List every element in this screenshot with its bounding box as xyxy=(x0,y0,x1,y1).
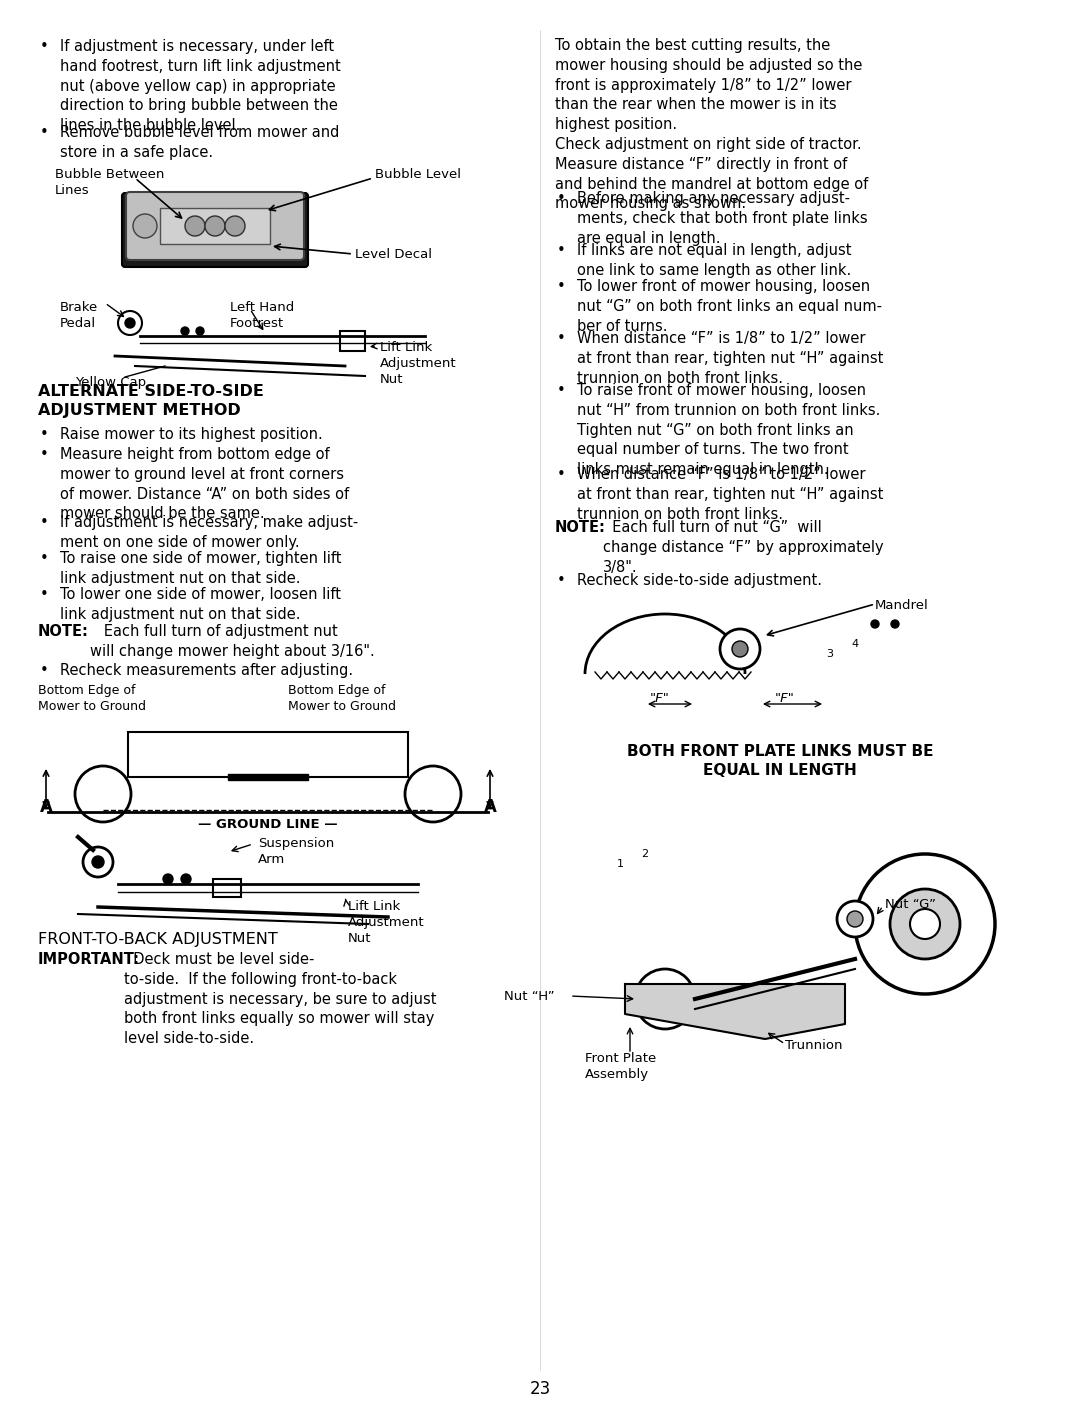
Circle shape xyxy=(163,873,173,885)
Text: •: • xyxy=(40,39,49,55)
Text: •: • xyxy=(40,551,49,566)
Circle shape xyxy=(732,641,748,658)
Text: If adjustment is necessary, under left
hand footrest, turn lift link adjustment
: If adjustment is necessary, under left h… xyxy=(60,39,341,133)
Text: Nut “H”: Nut “H” xyxy=(504,990,555,1002)
Circle shape xyxy=(185,216,205,236)
Text: Suspension
Arm: Suspension Arm xyxy=(258,837,334,866)
Text: When distance “F” is 1/8” to 1/2” lower
at front than rear, tighten nut “H” agai: When distance “F” is 1/8” to 1/2” lower … xyxy=(577,331,883,386)
Text: NOTE:: NOTE: xyxy=(555,520,606,536)
Circle shape xyxy=(891,620,899,628)
Circle shape xyxy=(855,854,995,994)
Circle shape xyxy=(890,889,960,959)
Text: •: • xyxy=(557,467,566,482)
Text: A: A xyxy=(40,798,53,816)
Bar xyxy=(213,879,241,897)
Circle shape xyxy=(837,901,873,937)
Circle shape xyxy=(635,969,696,1029)
Bar xyxy=(340,331,365,350)
Text: 23: 23 xyxy=(529,1380,551,1398)
Text: Recheck side-to-side adjustment.: Recheck side-to-side adjustment. xyxy=(577,573,822,587)
Text: Measure height from bottom edge of
mower to ground level at front corners
of mow: Measure height from bottom edge of mower… xyxy=(60,447,349,522)
Text: Yellow Cap: Yellow Cap xyxy=(75,376,146,388)
Circle shape xyxy=(195,327,204,335)
Text: Deck must be level side-
to-side.  If the following front-to-back
adjustment is : Deck must be level side- to-side. If the… xyxy=(124,952,436,1046)
Text: Bottom Edge of
Mower to Ground: Bottom Edge of Mower to Ground xyxy=(38,684,146,714)
Text: Front Plate
Assembly: Front Plate Assembly xyxy=(585,1052,657,1081)
Text: 3: 3 xyxy=(826,649,834,659)
Circle shape xyxy=(870,620,879,628)
Circle shape xyxy=(118,311,141,335)
Text: •: • xyxy=(557,573,566,587)
Text: "F": "F" xyxy=(775,693,795,705)
Text: 4: 4 xyxy=(851,639,859,649)
Text: Mandrel: Mandrel xyxy=(875,599,929,613)
Text: NOTE:: NOTE: xyxy=(38,624,89,639)
FancyBboxPatch shape xyxy=(126,192,303,259)
Text: To lower front of mower housing, loosen
nut “G” on both front links an equal num: To lower front of mower housing, loosen … xyxy=(577,279,882,334)
Text: Left Hand
Footrest: Left Hand Footrest xyxy=(230,301,294,329)
Text: 2: 2 xyxy=(642,850,649,859)
Circle shape xyxy=(133,215,157,238)
Text: ALTERNATE SIDE-TO-SIDE
ADJUSTMENT METHOD: ALTERNATE SIDE-TO-SIDE ADJUSTMENT METHOD xyxy=(38,384,264,418)
Text: •: • xyxy=(40,447,49,463)
Circle shape xyxy=(847,911,863,927)
Circle shape xyxy=(910,908,940,939)
Text: •: • xyxy=(557,191,566,206)
Text: IMPORTANT:: IMPORTANT: xyxy=(38,952,140,967)
Text: Lift Link
Adjustment
Nut: Lift Link Adjustment Nut xyxy=(380,341,457,386)
Text: Trunnion: Trunnion xyxy=(785,1039,842,1052)
Text: Each full turn of adjustment nut
will change mower height about 3/16".: Each full turn of adjustment nut will ch… xyxy=(90,624,375,659)
Text: Bottom Edge of
Mower to Ground: Bottom Edge of Mower to Ground xyxy=(288,684,396,714)
Text: When distance “F” is 1/8” to 1/2” lower
at front than rear, tighten nut “H” agai: When distance “F” is 1/8” to 1/2” lower … xyxy=(577,467,883,522)
Text: •: • xyxy=(40,663,49,679)
Circle shape xyxy=(205,216,225,236)
Circle shape xyxy=(92,857,104,868)
Text: Before making any necessary adjust-
ments, check that both front plate links
are: Before making any necessary adjust- ment… xyxy=(577,191,867,245)
Circle shape xyxy=(720,629,760,669)
Circle shape xyxy=(83,847,113,878)
Text: Each full turn of nut “G”  will
change distance “F” by approximately
3/8".: Each full turn of nut “G” will change di… xyxy=(603,520,883,575)
Text: — GROUND LINE —: — GROUND LINE — xyxy=(199,817,338,831)
Circle shape xyxy=(181,873,191,885)
Text: Raise mower to its highest position.: Raise mower to its highest position. xyxy=(60,428,323,442)
Circle shape xyxy=(225,216,245,236)
Text: Remove bubble level from mower and
store in a safe place.: Remove bubble level from mower and store… xyxy=(60,125,339,160)
Text: •: • xyxy=(40,125,49,140)
Bar xyxy=(228,774,308,780)
FancyBboxPatch shape xyxy=(122,193,308,266)
Text: To raise one side of mower, tighten lift
link adjustment nut on that side.: To raise one side of mower, tighten lift… xyxy=(60,551,341,586)
Circle shape xyxy=(405,765,461,822)
Text: "F": "F" xyxy=(650,693,670,705)
Text: BOTH FRONT PLATE LINKS MUST BE
EQUAL IN LENGTH: BOTH FRONT PLATE LINKS MUST BE EQUAL IN … xyxy=(626,744,933,778)
Text: If links are not equal in length, adjust
one link to same length as other link.: If links are not equal in length, adjust… xyxy=(577,243,851,278)
Text: •: • xyxy=(557,331,566,346)
Text: •: • xyxy=(557,279,566,294)
Text: To raise front of mower housing, loosen
nut “H” from trunnion on both front link: To raise front of mower housing, loosen … xyxy=(577,383,880,477)
Text: •: • xyxy=(40,515,49,530)
Text: •: • xyxy=(557,383,566,398)
Circle shape xyxy=(75,765,131,822)
Circle shape xyxy=(125,318,135,328)
Text: Bubble Level: Bubble Level xyxy=(375,168,461,181)
Bar xyxy=(129,732,408,777)
Text: 1: 1 xyxy=(617,859,623,869)
Text: Lift Link
Adjustment
Nut: Lift Link Adjustment Nut xyxy=(348,900,424,945)
Text: •: • xyxy=(40,428,49,442)
Bar xyxy=(160,207,270,244)
Polygon shape xyxy=(625,984,845,1039)
Text: To obtain the best cutting results, the
mower housing should be adjusted so the
: To obtain the best cutting results, the … xyxy=(555,38,868,212)
Text: Recheck measurements after adjusting.: Recheck measurements after adjusting. xyxy=(60,663,353,679)
Text: •: • xyxy=(40,587,49,601)
Text: If adjustment is necessary, make adjust-
ment on one side of mower only.: If adjustment is necessary, make adjust-… xyxy=(60,515,359,550)
Text: Brake
Pedal: Brake Pedal xyxy=(60,301,98,329)
Circle shape xyxy=(650,984,680,1014)
Circle shape xyxy=(181,327,189,335)
Text: FRONT-TO-BACK ADJUSTMENT: FRONT-TO-BACK ADJUSTMENT xyxy=(38,932,278,946)
Text: A: A xyxy=(484,798,497,816)
Text: Level Decal: Level Decal xyxy=(355,248,432,261)
Text: Bubble Between
Lines: Bubble Between Lines xyxy=(55,168,164,198)
Text: To lower one side of mower, loosen lift
link adjustment nut on that side.: To lower one side of mower, loosen lift … xyxy=(60,587,341,622)
Text: Nut “G”: Nut “G” xyxy=(885,897,936,910)
Text: •: • xyxy=(557,243,566,258)
